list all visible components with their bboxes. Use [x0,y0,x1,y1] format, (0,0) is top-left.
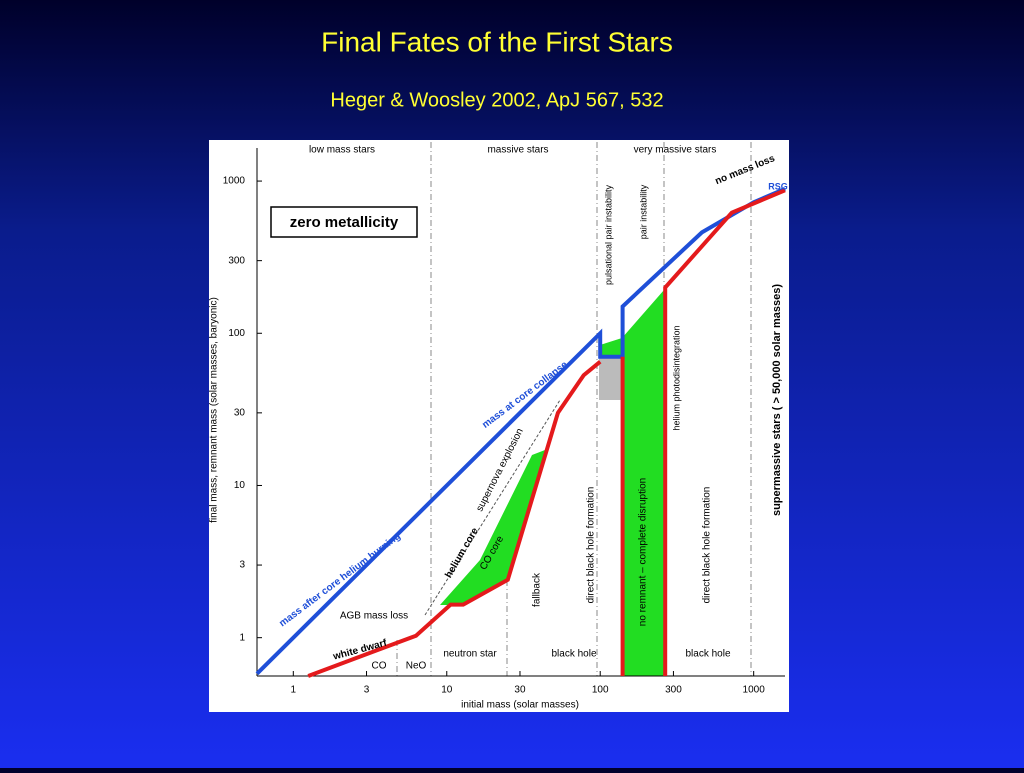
annotation: low mass stars [309,145,375,156]
x-tick-label: 100 [592,685,609,696]
slide-subtitle: Heger & Woosley 2002, ApJ 567, 532 [330,89,663,111]
y-axis-label: final mass, remnant mass (solar masses, … [209,297,220,523]
x-tick-label: 3 [364,685,370,696]
co-core-region [440,450,545,605]
label-box [270,206,418,238]
annotation: very massive stars [634,145,717,156]
annotation: supermassive stars ( > 50,000 solar mass… [771,284,783,516]
annotation: AGB mass loss [340,611,408,622]
annotation: direct black hole formation [586,487,597,604]
annotation: RSG [768,181,788,191]
annotation: pair instability [638,184,648,239]
series-line [307,188,786,678]
annotation: black hole [685,649,730,660]
y-tick-label: 100 [228,328,245,339]
y-tick-label: 3 [239,560,245,571]
annotation: direct black hole formation [702,487,713,604]
annotation: pulsational pair instability [603,184,613,285]
annotation: massive stars [487,145,548,156]
x-tick-label: 1 [291,685,297,696]
annotation: CO [372,661,387,672]
pulsational-region [599,357,622,400]
x-tick-label: 10 [441,685,453,696]
annotation: no remnant – complete disruption [638,478,649,626]
annotation: helium photodisintegration [671,325,681,430]
annotation: zero metallicity [290,214,399,231]
annotation: fallback [532,572,543,607]
y-tick-label: 1000 [223,176,246,187]
x-axis-label: initial mass (solar masses) [461,700,579,711]
helium-core-line [424,399,561,616]
slide-title: Final Fates of the First Stars [321,26,673,57]
x-tick-label: 30 [514,685,526,696]
y-tick-label: 30 [234,407,246,418]
disruption-region [600,290,664,676]
x-tick-label: 1000 [743,685,766,696]
y-tick-label: 10 [234,480,246,491]
x-tick-label: 300 [665,685,682,696]
y-tick-label: 300 [228,255,245,266]
annotation: NeO [406,661,427,672]
annotation: neutron star [443,649,497,660]
y-tick-label: 1 [239,632,245,643]
annotation: black hole [551,649,596,660]
